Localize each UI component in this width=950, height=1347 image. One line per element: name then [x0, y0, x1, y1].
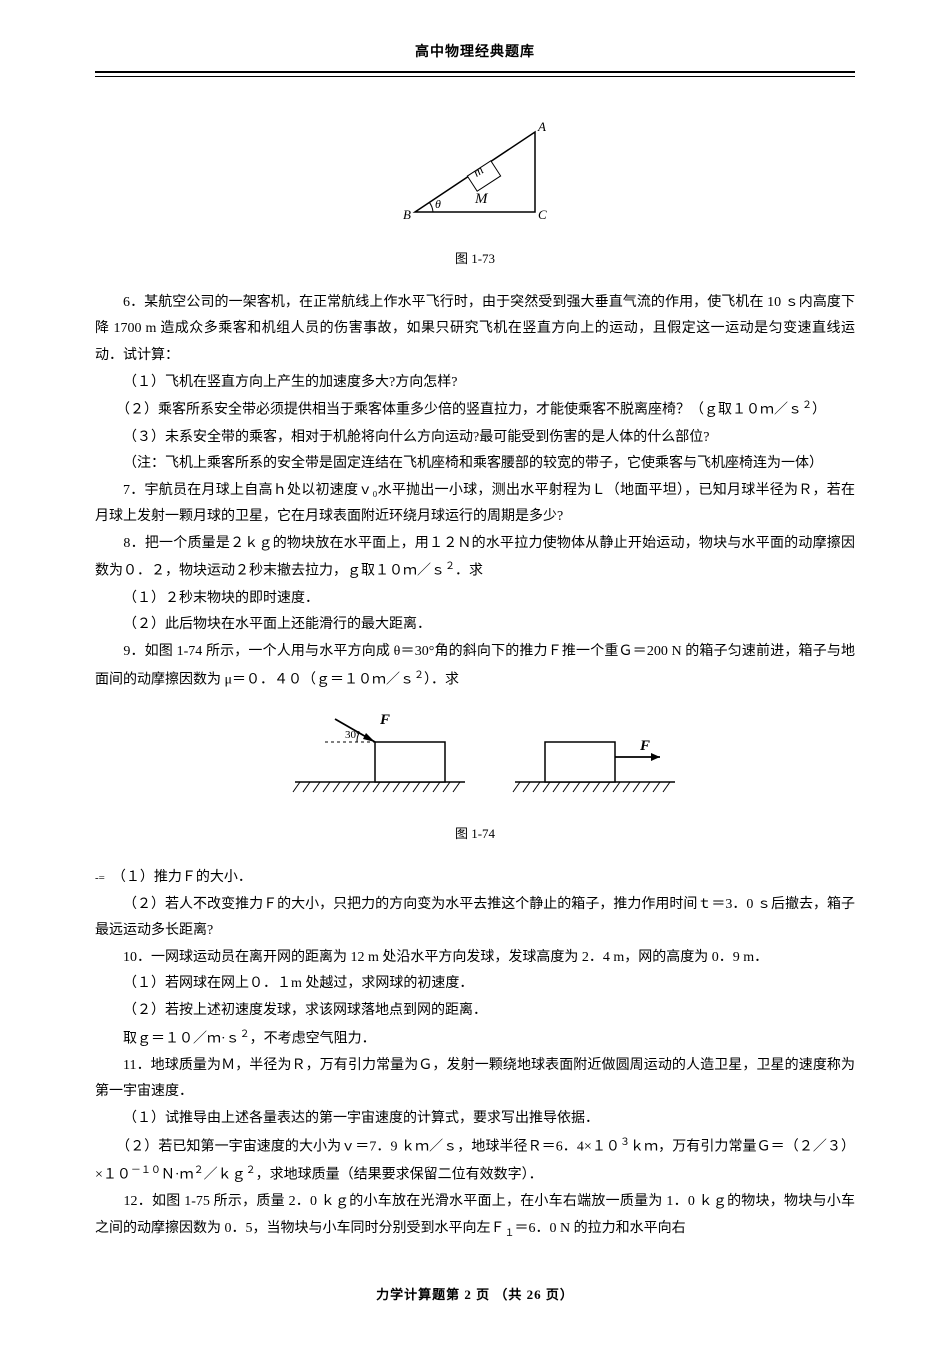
q10-part3: 取ｇ＝１０／ｍ·ｓ２，不考虑空气阻力． [95, 1025, 855, 1053]
q7-text: 7．宇航员在月球上自高ｈ处以初速度ｖ₀水平抛出一小球，测出水平射程为Ｌ（地面平坦… [95, 478, 855, 531]
page-footer: 力学计算题第 2 页 （共 26 页） [95, 1283, 855, 1308]
q11-p2a: （２）若已知第一宇宙速度的大小为ｖ＝7．9 ｋｍ／ｓ，地球半径Ｒ＝6．4×１０ [123, 1139, 620, 1154]
page-header: 高中物理经典题库 [95, 40, 855, 73]
box-push-diagram-icon: 30° F F [265, 702, 685, 802]
q12-lead-a: 12．如图 1-75 所示，质量 2．0 ｋｇ的小车放在光滑水平面上，在小车右端… [95, 1194, 855, 1236]
q11-part1: （１）试推导由上述各量表达的第一宇宙速度的计算式，要求写出推导依据． [95, 1106, 855, 1133]
svg-text:θ: θ [435, 197, 441, 211]
q9-part1: -= （１）推力Ｆ的大小． [95, 865, 855, 892]
q12-lead: 12．如图 1-75 所示，质量 2．0 ｋｇ的小车放在光滑水平面上，在小车右端… [95, 1189, 855, 1242]
figure-1-73-caption: 图 1-73 [95, 247, 855, 272]
exp-2c: ２ [414, 670, 424, 681]
q6-p2-text-b: ） [812, 403, 826, 418]
q6-note: （注：飞机上乘客所系的安全带是固定连结在飞机座椅和乘客腰部的较宽的带子，它使乘客… [95, 451, 855, 478]
q6-p2-text-a: （２）乘客所系安全带必须提供相当于乘客体重多少倍的竖直拉力，才能使乘客不脱离座椅… [123, 403, 802, 418]
footer-text: 力学计算题第 2 页 （共 26 页） [376, 1287, 574, 1302]
svg-text:M: M [474, 191, 489, 207]
triangle-diagram-icon: m M θ A B C [395, 117, 555, 227]
q6-lead: 6．某航空公司的一架客机，在正常航线上作水平飞行时，由于突然受到强大垂直气流的作… [95, 290, 855, 370]
q8-part1: （１）２秒末物块的即时速度． [95, 586, 855, 613]
figure-1-74: 30° F F [95, 702, 855, 813]
header-underline [95, 76, 855, 77]
exp-2e: ２ [194, 1165, 204, 1176]
q11-part2: （２）若已知第一宇宙速度的大小为ｖ＝7．9 ｋｍ／ｓ，地球半径Ｒ＝6．4×１０３… [95, 1133, 855, 1190]
svg-text:C: C [538, 207, 547, 222]
q11-p2d: ／ｋｇ [204, 1168, 246, 1183]
exp-3: ３ [620, 1137, 630, 1148]
q8-lead-b: ．求 [455, 564, 483, 579]
q6-part1: （１）飞机在竖直方向上产生的加速度多大?方向怎样? [95, 370, 855, 397]
q9-lead-a: 9．如图 1-74 所示，一个人用与水平方向成 θ＝30°角的斜向下的推力Ｆ推一… [95, 644, 855, 687]
page-container: 高中物理经典题库 m M θ A B C 图 1-73 6．某航空公司的一架客机… [0, 0, 950, 1347]
q11-lead: 11．地球质量为Ｍ，半径为Ｒ，万有引力常量为Ｇ，发射一颗绕地球表面附近做圆周运动… [95, 1053, 855, 1106]
q10-part2: （２）若按上述初速度发球，求该网球落地点到网的距离． [95, 998, 855, 1025]
exp-2f: ２ [246, 1165, 256, 1176]
q10-p3b: ，不考虑空气阻力． [250, 1031, 376, 1046]
q8-part2: （２）此后物块在水平面上还能滑行的最大距离． [95, 612, 855, 639]
q10-part1: （１）若网球在网上０．１m 处越过，求网球的初速度． [95, 971, 855, 998]
exp-2d: ２ [240, 1029, 250, 1040]
q11-p2c: Ｎ·ｍ [161, 1168, 194, 1183]
q9-p1-prefix: -= [95, 872, 105, 884]
q9-lead: 9．如图 1-74 所示，一个人用与水平方向成 θ＝30°角的斜向下的推力Ｆ推一… [95, 639, 855, 694]
q8-lead: 8．把一个质量是２ｋｇ的物块放在水平面上，用１２Ｎ的水平拉力使物体从静止开始运动… [95, 531, 855, 586]
svg-text:A: A [537, 119, 546, 134]
q6-part3: （３）未系安全带的乘客，相对于机舱将向什么方向运动?最可能受到伤害的是人体的什么… [95, 425, 855, 452]
q12-lead-b: ＝6．0 N 的拉力和水平向右 [515, 1221, 686, 1236]
q10-lead: 10．一网球运动员在离开网的距离为 12 m 处沿水平方向发球，发球高度为 2．… [95, 945, 855, 972]
exp-2b: ２ [445, 561, 455, 572]
q9-lead-b: ）．求 [424, 672, 459, 687]
q6-part2: （２）乘客所系安全带必须提供相当于乘客体重多少倍的竖直拉力，才能使乘客不脱离座椅… [95, 396, 855, 424]
figure-1-73: m M θ A B C [95, 117, 855, 238]
figure-1-74-caption: 图 1-74 [95, 822, 855, 847]
svg-text:F: F [379, 712, 390, 728]
svg-text:F: F [639, 738, 650, 754]
q10-p3a: 取ｇ＝１０／ｍ·ｓ [123, 1031, 240, 1046]
svg-text:B: B [403, 207, 411, 222]
q11-p2e: ，求地球质量（结果要求保留二位有效数字）． [256, 1168, 543, 1183]
header-title-text: 高中物理经典题库 [415, 40, 535, 67]
q9-p1-text: （１）推力Ｆ的大小． [119, 870, 252, 885]
q9-part2: （２）若人不改变推力Ｆ的大小，只把力的方向变为水平去推这个静止的箱子，推力作用时… [95, 892, 855, 945]
exp-neg10: －１０ [131, 1165, 161, 1176]
exp-2: ２ [802, 400, 812, 411]
sub-1: １ [505, 1228, 515, 1239]
